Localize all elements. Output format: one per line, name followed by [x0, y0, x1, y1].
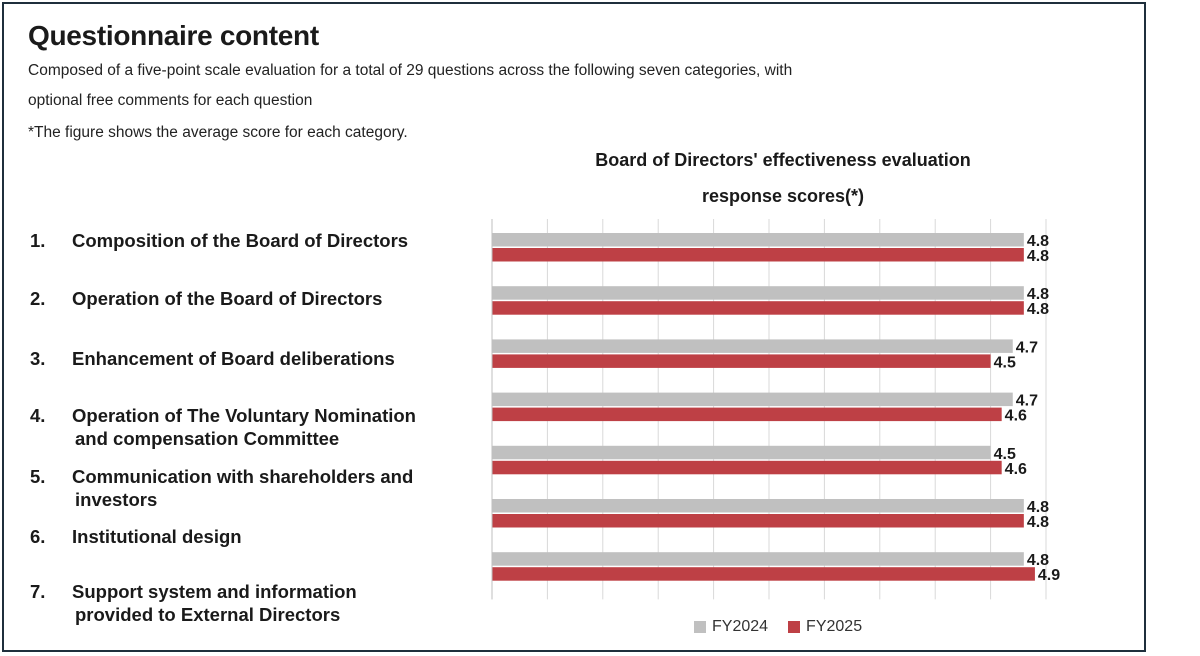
category-label: Support system and information provided …	[72, 580, 357, 626]
bar-fy2025-cat-4	[492, 407, 1002, 422]
bar-fy2024-cat-2	[492, 286, 1024, 300]
description-line-2: optional free comments for each question	[28, 92, 313, 109]
category-number: 7.	[30, 581, 46, 602]
category-label-line-2: provided to External Directors	[75, 604, 341, 625]
data-label-fy2025-cat-4: 4.6	[1005, 408, 1027, 425]
bar-fy2025-cat-5	[492, 460, 1002, 475]
category-label-line-1: Communication with shareholders and	[72, 466, 414, 487]
data-label-fy2025-cat-2: 4.8	[1027, 301, 1049, 318]
data-label-fy2024-cat-1: 4.8	[1027, 233, 1049, 250]
bar-fy2025-cat-6	[492, 514, 1024, 528]
data-label-fy2024-cat-3: 4.7	[1016, 339, 1038, 356]
bar-fy2024-cat-5	[492, 445, 991, 460]
legend-label-fy2024: FY2024	[712, 618, 769, 635]
bar-fy2025-cat-1	[492, 248, 1024, 262]
page-title: Questionnaire content	[28, 20, 319, 51]
category-label-line-1: Operation of The Voluntary Nomination	[72, 405, 416, 426]
data-label-fy2025-cat-6: 4.8	[1027, 514, 1049, 531]
legend-label-fy2025: FY2025	[806, 618, 863, 635]
data-label-fy2024-cat-4: 4.7	[1016, 393, 1038, 410]
data-label-fy2024-cat-5: 4.5	[994, 446, 1016, 463]
bar-fy2025-cat-3	[492, 354, 991, 368]
category-number: 2.	[30, 288, 46, 309]
bar-fy2025-cat-7	[492, 567, 1035, 581]
data-label-fy2025-cat-1: 4.8	[1027, 248, 1049, 265]
bar-fy2024-cat-6	[492, 499, 1024, 513]
data-label-fy2025-cat-7: 4.9	[1038, 567, 1060, 584]
category-label-line-1: Institutional design	[72, 526, 242, 547]
data-label-fy2024-cat-7: 4.8	[1027, 552, 1049, 569]
category-label: Communication with shareholders and inve…	[72, 465, 413, 511]
category-label-line-1: Enhancement of Board deliberations	[72, 348, 395, 369]
bar-fy2025-cat-2	[492, 301, 1024, 315]
category-number: 1.	[30, 230, 46, 251]
category-label-line-2: and compensation Committee	[75, 428, 340, 449]
figure-frame	[2, 2, 1146, 652]
legend-item-fy2025: FY2025	[788, 618, 862, 636]
category-label-line-1: Operation of the Board of Directors	[72, 288, 383, 309]
category-label-line-1: Composition of the Board of Directors	[72, 230, 409, 251]
data-label-fy2025-cat-3: 4.5	[994, 354, 1016, 371]
chart-legend: FY2024 FY2025	[694, 618, 882, 636]
description-line-1: Composed of a five-point scale evaluatio…	[28, 62, 793, 79]
category-label-line-2: investors	[75, 489, 158, 510]
category-label: Composition of the Board of Directors	[72, 229, 408, 252]
category-label: Operation of The Voluntary Nomination an…	[72, 404, 416, 450]
category-number: 3.	[30, 348, 46, 369]
figure-note: *The figure shows the average score for …	[28, 124, 408, 141]
category-number: 5.	[30, 466, 46, 487]
category-number: 4.	[30, 405, 46, 426]
category-number: 6.	[30, 526, 46, 547]
category-label-line-1: Support system and information	[72, 581, 357, 602]
category-label: Operation of the Board of Directors	[72, 287, 382, 310]
category-label: Enhancement of Board deliberations	[72, 347, 395, 370]
bar-fy2024-cat-4	[492, 392, 1013, 407]
legend-swatch-fy2025	[788, 621, 801, 633]
bar-fy2024-cat-7	[492, 552, 1024, 566]
data-label-fy2025-cat-5: 4.6	[1005, 461, 1027, 478]
bar-fy2024-cat-3	[492, 339, 1013, 353]
bar-fy2024-cat-1	[492, 233, 1024, 247]
legend-item-fy2024: FY2024	[694, 618, 768, 636]
data-label-fy2024-cat-2: 4.8	[1027, 286, 1049, 303]
legend-swatch-fy2024	[694, 621, 706, 633]
category-label: Institutional design	[72, 525, 242, 548]
chart-title-line-2: response scores(*)	[701, 186, 865, 206]
chart-title-line-1: Board of Directors' effectiveness evalua…	[595, 150, 971, 170]
data-label-fy2024-cat-6: 4.8	[1027, 499, 1049, 516]
